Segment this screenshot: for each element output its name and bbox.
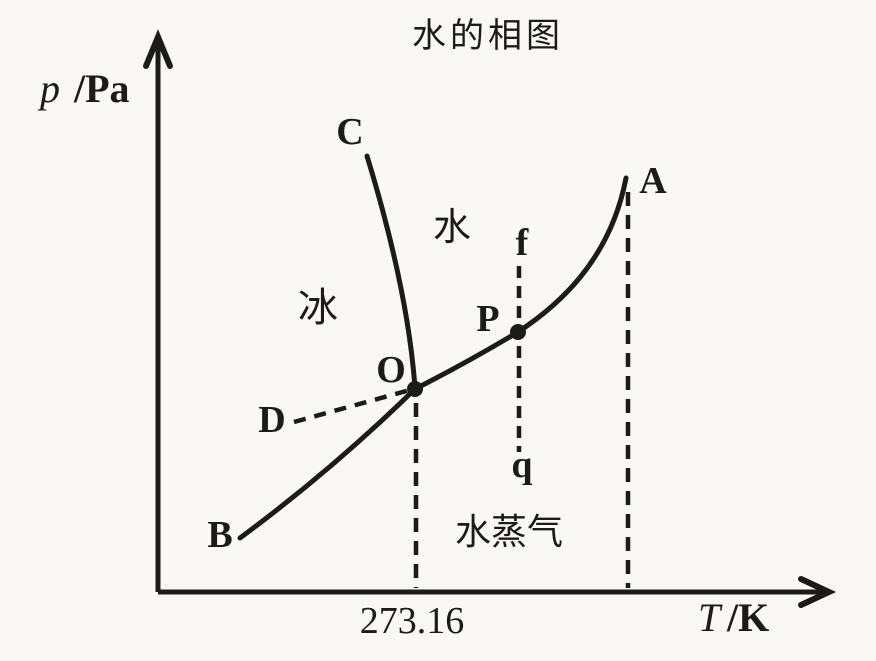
region-label-vapor: 水蒸气 <box>455 512 563 553</box>
x-axis-unit: /K <box>726 595 769 640</box>
curve-B-O <box>237 386 418 541</box>
point-O-dot <box>407 381 423 397</box>
x-axis-symbol: T <box>698 595 723 640</box>
x-axis-arrow-icon <box>798 576 837 608</box>
point-P-dot <box>510 324 526 340</box>
label-D: D <box>258 399 285 441</box>
label-P: P <box>476 298 499 340</box>
curve-C-O <box>364 153 418 391</box>
region-label-water: 水 <box>433 205 471 249</box>
curve-O-P-A <box>412 175 629 392</box>
label-A: A <box>639 160 667 202</box>
x-axis <box>158 576 837 608</box>
y-axis-symbol: p <box>37 66 60 111</box>
label-C: C <box>336 111 363 153</box>
diagram-title: 水的相图 <box>412 16 564 56</box>
region-label-ice: 冰 <box>298 285 338 331</box>
y-axis <box>143 29 173 592</box>
y-axis-arrow-icon <box>143 29 173 69</box>
label-q: q <box>511 444 532 486</box>
label-B: B <box>207 514 232 556</box>
label-f: f <box>516 222 530 264</box>
dash-D-O <box>293 387 411 425</box>
y-axis-unit: /Pa <box>73 66 130 111</box>
label-O: O <box>376 349 406 391</box>
x-axis-tick-273-16: 273.16 <box>360 600 465 642</box>
